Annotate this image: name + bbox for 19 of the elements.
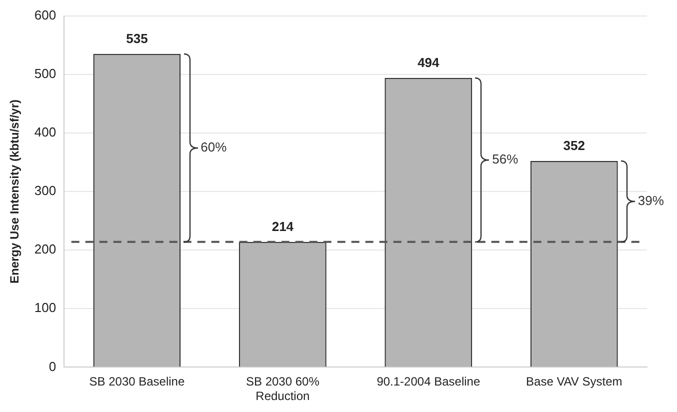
x-tick-label: 90.1-2004 Baseline [376,374,480,389]
x-tick-label: Base VAV System [526,374,622,389]
annotation: 39% [638,193,664,208]
y-tick-label: 0 [48,358,56,374]
y-tick-label: 200 [34,242,56,257]
y-axis-title: Energy Use Intensity (kbtu/sf/yr) [8,99,22,284]
y-tick-label: 300 [34,183,56,198]
data-label: 352 [563,138,585,154]
y-tick-label: 600 [34,7,56,22]
x-tick-label: SB 2030 Baseline [89,374,185,389]
data-label: 214 [272,218,294,234]
x-tick-label: SB 2030 60% Reduction [246,374,320,404]
data-label: 535 [126,30,148,46]
y-tick-label: 100 [34,300,56,316]
y-tick-label: 500 [34,66,56,81]
annotation: 56% [492,151,519,166]
y-tick-label: 400 [34,124,56,140]
annotation: 60% [200,139,228,154]
data-label: 494 [418,54,440,70]
